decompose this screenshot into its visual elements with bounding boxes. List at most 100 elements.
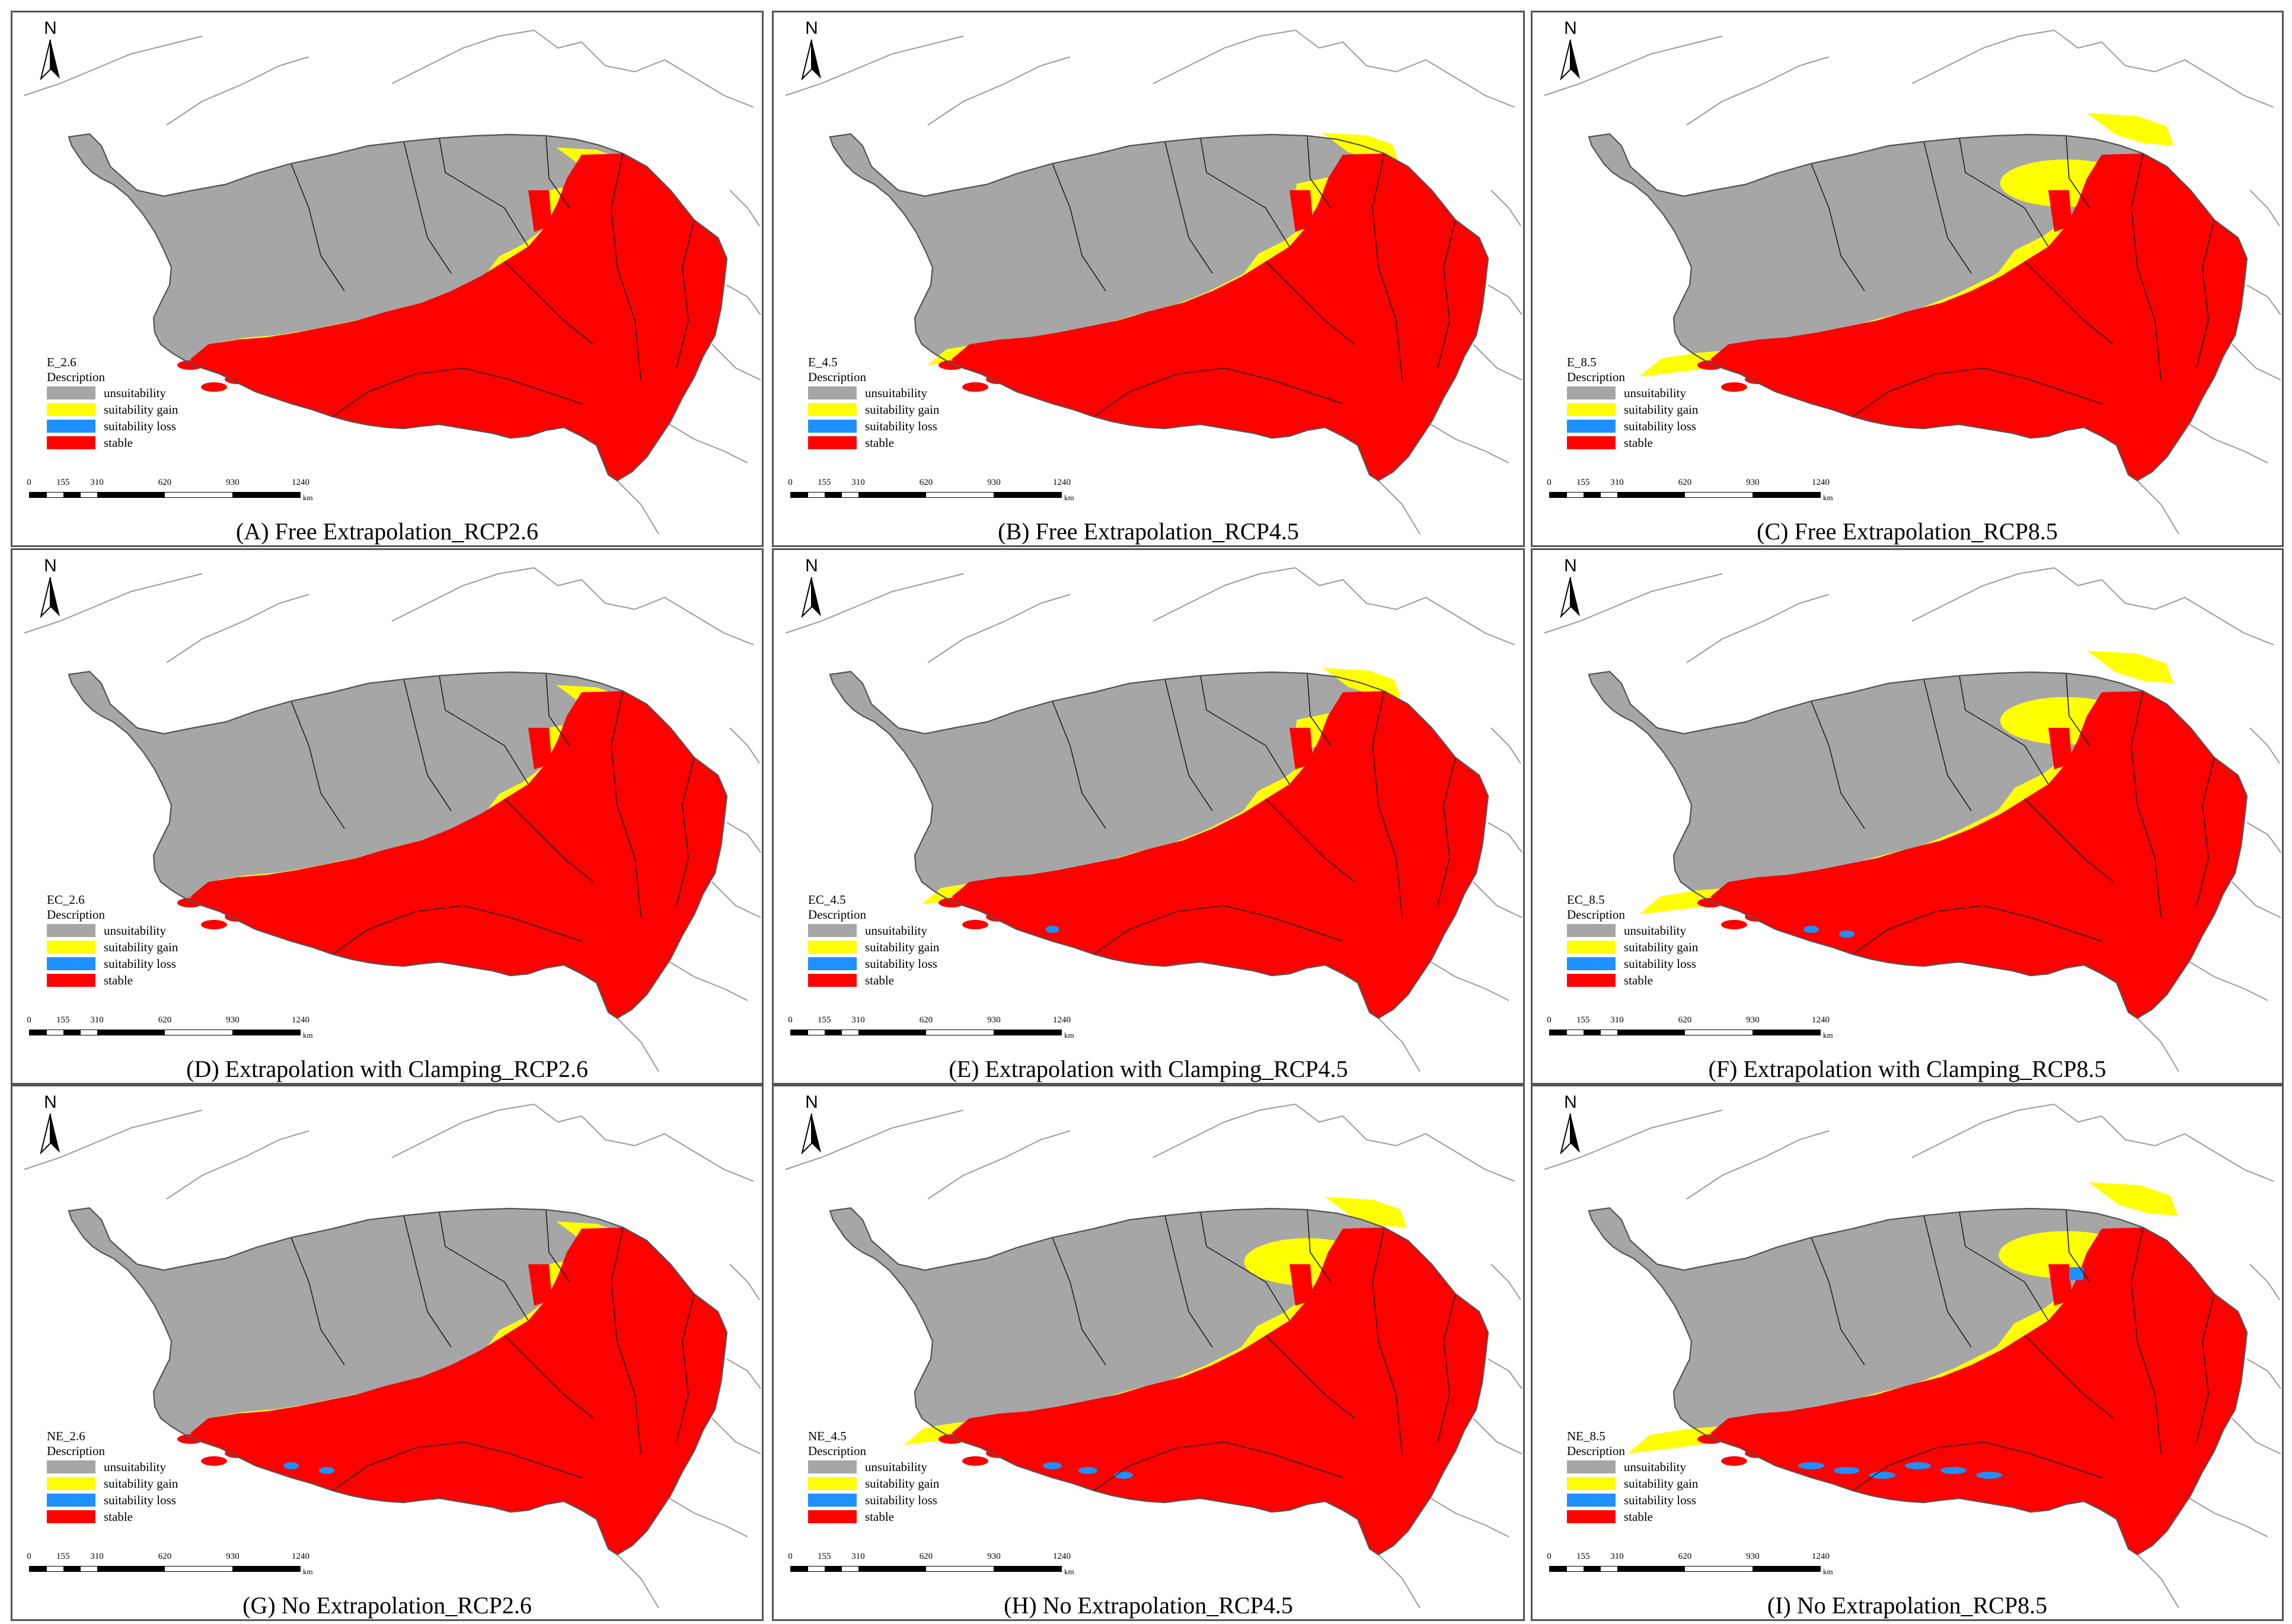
stable-area [462,1460,488,1470]
province-boundary [291,1237,345,1366]
legend-title: E_4.5 [808,355,838,369]
legend-label: suitability loss [865,418,937,433]
legend-title: EC_4.5 [808,893,846,907]
legend-item: stable [47,972,178,989]
map-panel: N NE_4.5 Description unsuitability suitabili… [772,1085,1525,1621]
province-boundary [1372,690,1403,918]
stable-area [190,154,727,481]
neighbor-boundary [711,1418,761,1454]
scale-tick-label: 1240 [292,1552,309,1561]
province-boundary [1852,1441,2102,1491]
stable-area [391,918,417,927]
map-legend: NE_2.6 Description unsuitability suitabilit… [47,1429,178,1525]
stable-area [533,901,559,910]
legend-item: unsuitability [1567,385,1698,401]
stable-area [1104,366,1131,375]
legend-swatch [808,1477,857,1490]
legend-label: unsuitability [1624,923,1686,938]
north-arrow: N [1553,556,1588,621]
neighbor-boundary [1378,1554,1420,1609]
stable-area [1816,381,1842,391]
scale-tick-label: 310 [851,1015,865,1025]
neighbor-boundary [1425,421,1509,463]
province-boundary [2024,1335,2114,1419]
neighbor-boundary [2249,190,2280,226]
stable-area [1294,901,1320,910]
north-arrow-icon [801,577,821,619]
scale-bar-segments [790,492,1062,498]
stable-area [296,919,322,928]
legend-item: suitability loss [808,418,939,434]
map-canvas [24,567,761,1072]
province-boundary [2131,690,2162,918]
legend-item: suitability gain [808,401,939,418]
province-boundary [1093,905,1343,955]
legend-description: Description [47,907,105,922]
neighbor-boundary [726,1358,761,1389]
legend-swatch [808,924,857,937]
north-label: N [44,556,57,576]
north-label: N [44,1092,57,1112]
stable-area [1081,911,1107,920]
legend-swatch [47,957,95,970]
province-boundary [1811,701,1865,829]
stable-area [1769,367,1795,376]
neighbor-boundary [1425,1495,1509,1537]
legend-swatch [808,957,857,970]
suitability-gain-area [2087,113,2174,146]
north-arrow-icon [40,39,60,81]
map-canvas [785,567,1522,1072]
legend-swatch [1567,1460,1616,1473]
scale-bar: 0 155 310 620 930 1240 km [27,1015,312,1051]
neighbor-boundary [726,284,761,315]
north-label: N [805,556,818,576]
province-boundary [504,1335,594,1419]
stable-area [1294,363,1320,373]
panel-caption: (G) No Extrapolation_RCP2.6 [242,1592,532,1619]
legend-label: unsuitability [104,923,166,938]
suitability-loss-area [1803,926,1819,933]
province-boundary [676,1293,695,1443]
legend-title: E_2.6 [47,355,76,369]
stable-area [962,920,988,929]
province-boundary [403,1215,452,1348]
legend-description: Description [1567,907,1625,922]
suitability-loss-area [2069,1267,2083,1280]
province-boundary [676,757,695,906]
legend-label: suitability loss [104,418,176,433]
stable-area [248,1441,274,1450]
stable-area [177,360,203,370]
scale-unit: km [1064,493,1074,502]
stable-area [391,380,417,389]
stable-area [1128,925,1154,935]
province-boundary [1811,1237,1865,1366]
legend-label: suitability gain [104,1476,178,1491]
scale-tick-label: 930 [987,1015,1001,1025]
neighbor-boundary [2054,567,2274,645]
neighbor-boundary [1295,1104,1515,1182]
province-boundary [1307,135,1332,209]
scale-tick-label: 930 [1746,478,1760,487]
province-boundary [1852,905,2102,955]
stable-area [1342,915,1368,925]
legend-title: NE_8.5 [1567,1429,1605,1443]
legend-description: Description [47,370,105,384]
scale-tick-label: 155 [818,478,831,487]
legend-label: unsuitability [865,1459,927,1474]
stable-area [1710,154,2247,481]
legend-item: suitability loss [47,955,178,972]
suitability-loss-area [1045,926,1059,933]
scale-bar-segments [29,1566,301,1572]
scale-unit: km [1823,1031,1833,1040]
province-boundary [2196,1293,2215,1443]
legend-swatch [1567,1477,1616,1490]
neighbor-boundary [2249,1264,2280,1300]
stable-area [225,912,251,922]
scale-tick-label: 620 [1678,1552,1692,1561]
legend-swatch [47,436,95,449]
scale-tick-label: 310 [1610,1015,1624,1025]
stable-area [320,1447,346,1457]
neighbor-boundary [24,36,203,96]
stable-area [414,910,440,919]
panel-caption: (I) No Extrapolation_RCP8.5 [1767,1592,2048,1619]
